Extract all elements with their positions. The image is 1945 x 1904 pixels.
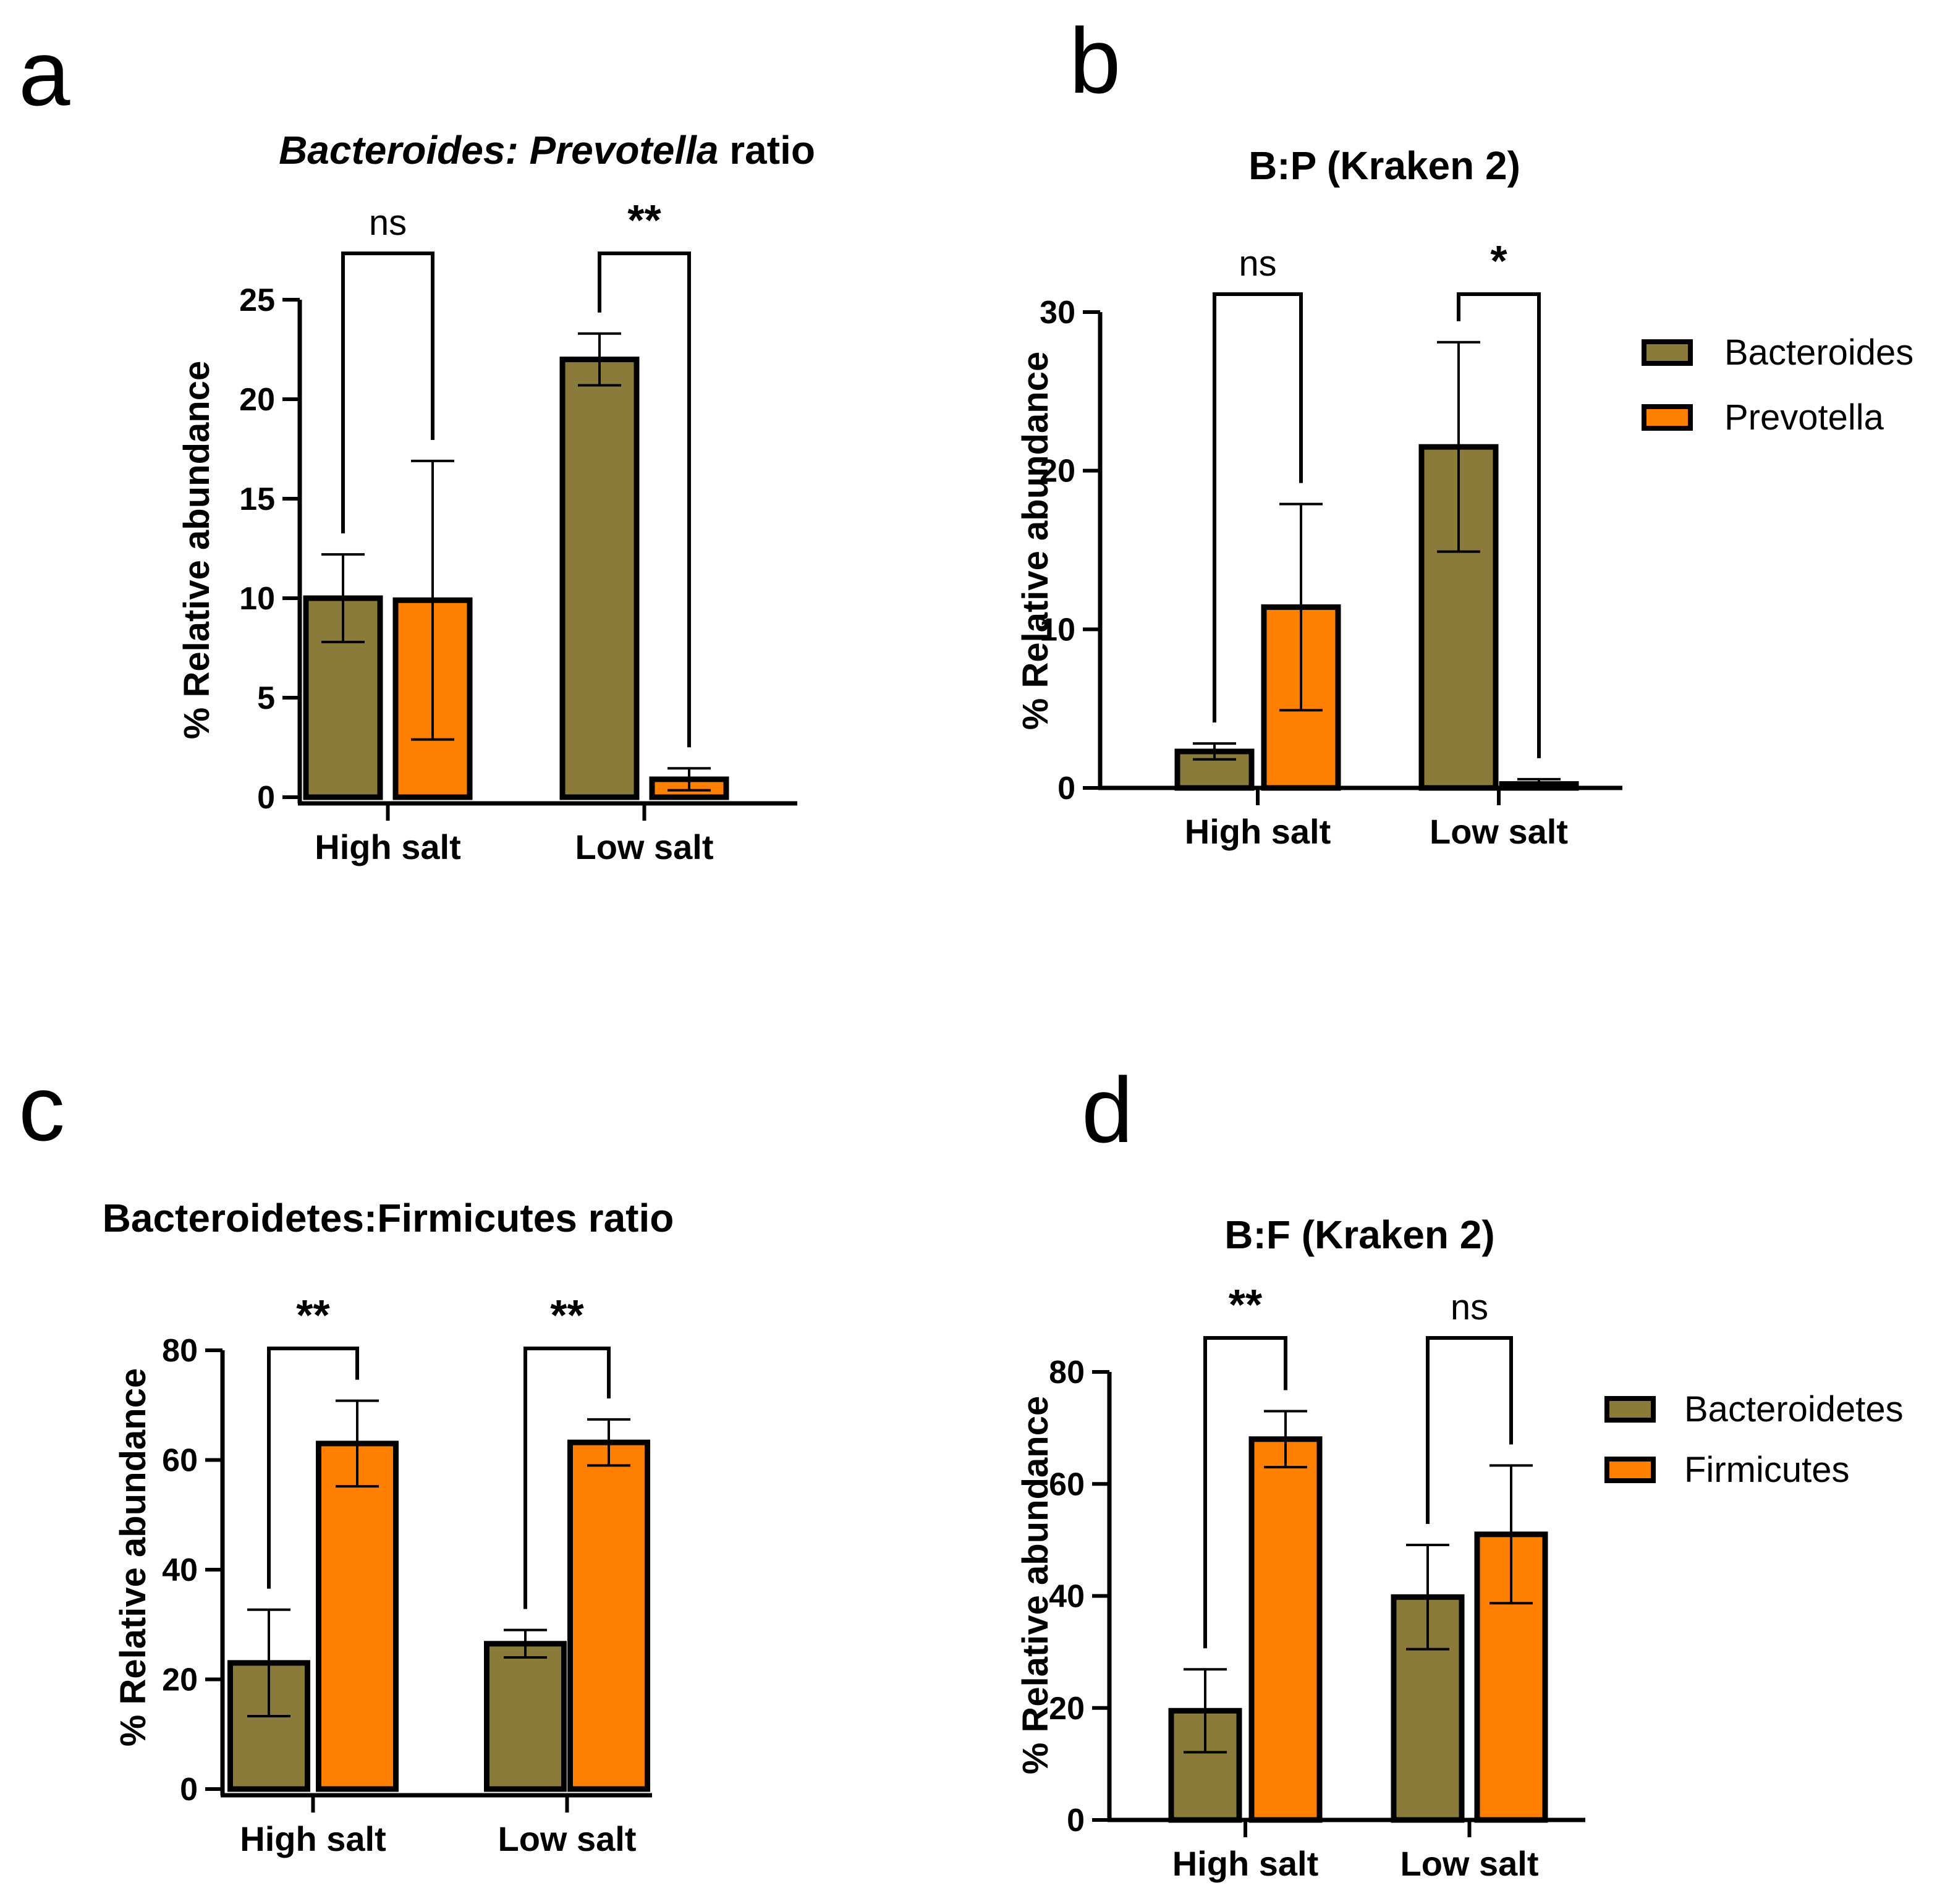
chart-title-a: Bacteroides: Prevotella ratio [279, 128, 815, 172]
x-category-label-c: High salt [240, 1819, 386, 1858]
y-tick-label-a: 20 [239, 382, 275, 418]
significance-bracket-a [598, 252, 691, 748]
legend-label-b-0: Bacteroides [1724, 332, 1913, 373]
y-tick-label-d: 60 [1049, 1466, 1085, 1502]
y-tick-label-b: 10 [1040, 612, 1075, 648]
significance-bracket-d [1203, 1336, 1287, 1649]
y-axis-title-b: % Relative abundance [1015, 352, 1056, 730]
legend-label-d-1: Firmicutes [1684, 1450, 1849, 1490]
y-tick-label-d: 40 [1049, 1579, 1085, 1615]
legend-d: Bacteroidetes Firmicutes [1604, 1389, 1904, 1490]
legend-swatch-d-1 [1604, 1457, 1656, 1483]
panel-letter-a: a [19, 21, 70, 125]
y-axis-title-d: % Relative abundance [1015, 1396, 1056, 1774]
chart-title-b: B:P (Kraken 2) [1248, 143, 1520, 188]
plot-area-d: 0 20 40 60 80 High salt ** Low salt ns [1049, 1280, 1585, 1883]
bar-c-1-0 [316, 1441, 399, 1792]
y-tick-label-c: 20 [162, 1662, 198, 1698]
significance-bracket-b [1457, 292, 1541, 758]
y-tick-label-b: 0 [1057, 771, 1075, 806]
significance-bracket-b [1213, 292, 1303, 723]
significance-label-a: ns [369, 203, 407, 243]
y-tick-label-a: 15 [239, 481, 275, 517]
y-tick-label-d: 0 [1067, 1803, 1085, 1838]
panel-c: c Bacteroidetes:Firmicutes ratio % Relat… [19, 1056, 674, 1858]
x-category-label-b: High salt [1185, 812, 1331, 851]
panel-d: d B:F (Kraken 2) % Relative abundance 0 2… [1015, 1058, 1904, 1883]
legend-swatch-b-0 [1642, 339, 1693, 366]
chart-title-c: Bacteroidetes:Firmicutes ratio [103, 1196, 674, 1240]
x-category-label-d: Low salt [1400, 1844, 1538, 1883]
y-tick-label-a: 25 [239, 282, 275, 318]
significance-bracket-a [341, 252, 434, 534]
plot-area-b: 0 10 20 30 High salt ns Low salt * [1040, 237, 1622, 851]
significance-label-c: ** [550, 1291, 584, 1339]
y-tick-label-d: 80 [1049, 1355, 1085, 1390]
significance-bracket-d [1426, 1336, 1513, 1525]
legend-label-d-0: Bacteroidetes [1684, 1389, 1904, 1429]
significance-label-d: ns [1451, 1287, 1488, 1327]
panel-a: a Bacteroides: Prevotella ratio % Relati… [19, 21, 815, 866]
panel-letter-c: c [19, 1056, 65, 1160]
significance-label-c: ** [296, 1291, 330, 1339]
bar-a-0-1 [559, 357, 640, 800]
y-tick-label-c: 40 [162, 1552, 198, 1588]
y-tick-label-c: 0 [180, 1772, 198, 1808]
plot-area-c: 0 20 40 60 80 High salt ** Low salt ** [162, 1291, 652, 1858]
y-tick-label-d: 20 [1049, 1691, 1085, 1727]
x-category-label-c: Low salt [498, 1819, 636, 1858]
significance-label-a: ** [627, 196, 661, 244]
significance-label-b: * [1490, 237, 1507, 285]
legend-swatch-d-0 [1604, 1396, 1656, 1423]
legend-b: Bacteroides Prevotella [1642, 332, 1913, 438]
legend-label-b-1: Prevotella [1724, 397, 1884, 438]
panel-letter-d: d [1082, 1058, 1133, 1162]
plot-area-a: 0 5 10 15 20 25 High salt ns Low salt ** [239, 196, 797, 866]
y-tick-label-b: 30 [1040, 295, 1075, 331]
x-category-label-a: High salt [315, 827, 460, 866]
x-category-label-a: Low salt [575, 827, 713, 866]
panel-letter-b: b [1069, 9, 1121, 112]
y-tick-label-a: 0 [257, 780, 275, 816]
significance-label-d: ** [1229, 1280, 1263, 1329]
chart-title-d: B:F (Kraken 2) [1224, 1212, 1494, 1257]
y-tick-label-a: 5 [257, 680, 275, 716]
panel-b: b B:P (Kraken 2) % Relative abundance 0 1… [1015, 9, 1913, 851]
legend-swatch-b-1 [1642, 404, 1693, 431]
significance-bracket-c [267, 1347, 359, 1589]
y-axis-title-a: % Relative abundance [177, 361, 217, 739]
y-tick-label-c: 80 [162, 1333, 198, 1369]
chart-title-a-italic: Bacteroides: Prevotella [279, 128, 718, 172]
y-tick-label-a: 10 [239, 581, 275, 617]
significance-label-b: ns [1239, 243, 1276, 284]
bar-c-1-1 [567, 1439, 650, 1792]
significance-bracket-c [523, 1347, 611, 1609]
x-category-label-b: Low salt [1430, 812, 1568, 851]
bar-d-1-0 [1248, 1436, 1323, 1823]
y-tick-label-c: 60 [162, 1443, 198, 1479]
bar-c-0-1 [484, 1641, 567, 1792]
y-axis-title-c: % Relative abundance [113, 1368, 153, 1746]
x-category-label-d: High salt [1172, 1844, 1318, 1883]
chart-title-a-rest: ratio [718, 128, 815, 172]
y-tick-label-b: 20 [1040, 454, 1075, 489]
